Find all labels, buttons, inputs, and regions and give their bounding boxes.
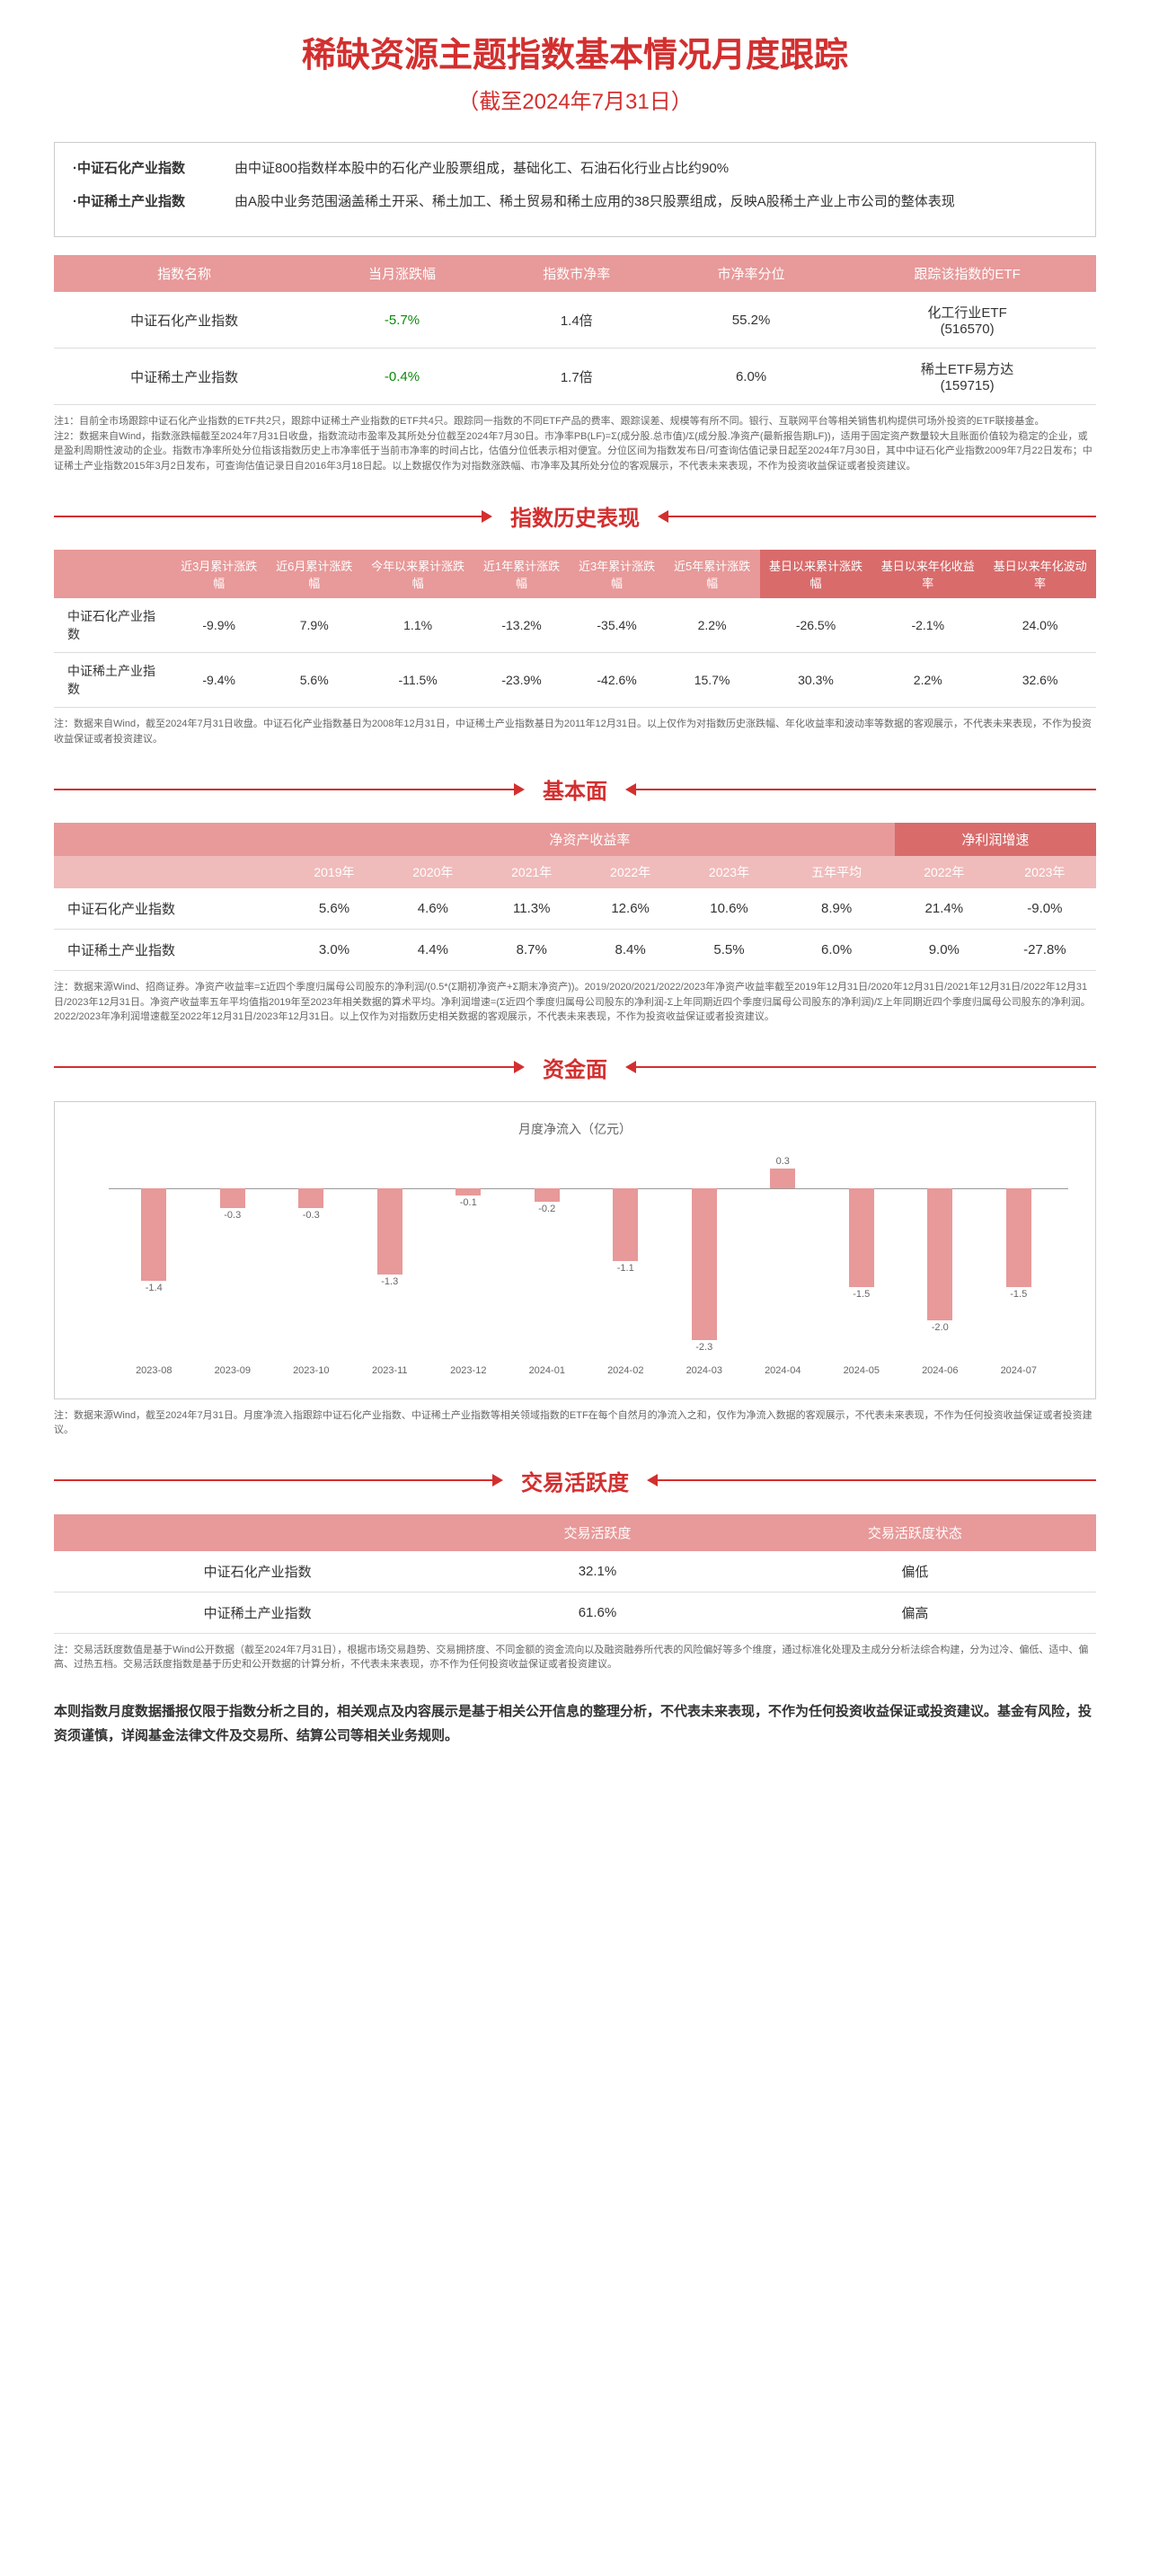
table-group-header <box>54 823 285 856</box>
fundamental-table: 净资产收益率净利润增速2019年2020年2021年2022年2023年五年平均… <box>54 823 1096 971</box>
table-header: 2022年 <box>581 856 680 888</box>
table-header: 2023年 <box>680 856 779 888</box>
x-axis-label: 2024-02 <box>598 1365 652 1376</box>
performance-note: 注：数据来自Wind，截至2024年7月31日收盘。中证石化产业指数基日为200… <box>54 717 1096 746</box>
table-header: 2019年 <box>285 856 384 888</box>
chart-bar <box>377 1188 402 1274</box>
x-axis-label: 2023-10 <box>284 1365 338 1376</box>
intro-text: 由中证800指数样本股中的石化产业股票组成，基础化工、石油石化行业占比约90% <box>234 156 1077 181</box>
x-axis-label: 2024-03 <box>677 1365 731 1376</box>
intro-text: 由A股中业务范围涵盖稀土开采、稀土加工、稀土贸易和稀土应用的38只股票组成，反映… <box>234 190 1077 214</box>
bar-value-label: -0.3 <box>215 1210 251 1221</box>
table-header: 跟踪该指数的ETF <box>838 255 1096 292</box>
capital-chart: 月度净流入（亿元） -1.42023-08-0.32023-09-0.32023… <box>54 1101 1096 1399</box>
disclaimer: 本则指数月度数据播报仅限于指数分析之目的，相关观点及内容展示是基于相关公开信息的… <box>54 1699 1096 1748</box>
intro-label: ·中证石化产业指数 <box>73 156 234 181</box>
section-header-performance: 指数历史表现 <box>54 500 1096 532</box>
chart-bar <box>1006 1188 1031 1287</box>
section-header-capital: 资金面 <box>54 1052 1096 1083</box>
x-axis-label: 2024-06 <box>913 1365 967 1376</box>
table-header <box>54 550 172 598</box>
x-axis-label: 2023-12 <box>441 1365 495 1376</box>
main-title: 稀缺资源主题指数基本情况月度跟踪 <box>54 27 1096 76</box>
table-header: 五年平均 <box>778 856 894 888</box>
performance-table: 近3月累计涨跌幅近6月累计涨跌幅今年以来累计涨跌幅近1年累计涨跌幅近3年累计涨跌… <box>54 550 1096 708</box>
table-header: 当月涨跌幅 <box>314 255 489 292</box>
bar-value-label: -1.5 <box>844 1289 880 1300</box>
table-header: 近5年累计涨跌幅 <box>665 550 760 598</box>
chart-bar <box>456 1188 481 1195</box>
table-row: 中证石化产业指数32.1%偏低 <box>54 1551 1096 1592</box>
table-header: 基日以来累计涨跌幅 <box>760 550 872 598</box>
table-header: 市净率分位 <box>664 255 838 292</box>
zero-line <box>109 1188 1068 1189</box>
chart-bar <box>849 1188 874 1287</box>
bar-value-label: 0.3 <box>765 1156 801 1167</box>
x-axis-label: 2024-04 <box>756 1365 809 1376</box>
bar-value-label: -0.3 <box>293 1210 329 1221</box>
fundamental-note: 注：数据来源Wind、招商证券。净资产收益率=Σ近四个季度归属母公司股东的净利润… <box>54 980 1096 1025</box>
bar-value-label: -1.3 <box>372 1276 408 1287</box>
chart-bar <box>613 1188 638 1261</box>
activity-table: 交易活跃度交易活跃度状态中证石化产业指数32.1%偏低中证稀土产业指数61.6%… <box>54 1514 1096 1634</box>
table-row: 中证石化产业指数5.6%4.6%11.3%12.6%10.6%8.9%21.4%… <box>54 888 1096 930</box>
chart-bar <box>298 1188 323 1208</box>
table-header: 交易活跃度 <box>461 1514 733 1551</box>
chart-bar <box>770 1169 795 1188</box>
table-row: 中证石化产业指数-5.7%1.4倍55.2%化工行业ETF (516570) <box>54 292 1096 348</box>
table-header: 指数市净率 <box>490 255 664 292</box>
overview-table: 指数名称当月涨跌幅指数市净率市净率分位跟踪该指数的ETF中证石化产业指数-5.7… <box>54 255 1096 405</box>
table-header: 2023年 <box>994 856 1096 888</box>
table-header: 2022年 <box>895 856 994 888</box>
chart-bar <box>220 1188 245 1208</box>
table-header <box>54 1514 461 1551</box>
intro-label: ·中证稀土产业指数 <box>73 190 234 214</box>
x-axis-label: 2024-01 <box>520 1365 574 1376</box>
table-header: 交易活跃度状态 <box>734 1514 1096 1551</box>
intro-box: ·中证石化产业指数由中证800指数样本股中的石化产业股票组成，基础化工、石油石化… <box>54 142 1096 237</box>
bar-value-label: -0.1 <box>450 1197 486 1208</box>
bar-value-label: -1.5 <box>1001 1289 1037 1300</box>
table-row: 中证稀土产业指数3.0%4.4%8.7%8.4%5.5%6.0%9.0%-27.… <box>54 930 1096 971</box>
x-axis-label: 2023-08 <box>127 1365 181 1376</box>
chart-bar <box>927 1188 952 1320</box>
table-header: 2020年 <box>384 856 482 888</box>
table-header: 基日以来年化波动率 <box>984 550 1096 598</box>
table-header: 近3年累计涨跌幅 <box>570 550 665 598</box>
chart-bar <box>535 1188 560 1202</box>
table-header: 指数名称 <box>54 255 314 292</box>
sub-title: （截至2024年7月31日） <box>54 84 1096 115</box>
chart-bar <box>141 1188 166 1281</box>
section-header-activity: 交易活跃度 <box>54 1465 1096 1496</box>
table-group-header: 净资产收益率 <box>285 823 895 856</box>
table-header: 基日以来年化收益率 <box>871 550 984 598</box>
capital-note: 注：数据来源Wind，截至2024年7月31日。月度净流入指跟踪中证石化产业指数… <box>54 1408 1096 1438</box>
x-axis-label: 2024-05 <box>835 1365 889 1376</box>
x-axis-label: 2023-09 <box>206 1365 260 1376</box>
table-row: 中证稀土产业指数61.6%偏高 <box>54 1592 1096 1633</box>
x-axis-label: 2023-11 <box>363 1365 417 1376</box>
bar-value-label: -2.0 <box>922 1322 958 1333</box>
table-header: 近3月累计涨跌幅 <box>172 550 267 598</box>
chart-bar <box>692 1188 717 1340</box>
bar-value-label: -1.4 <box>136 1283 172 1293</box>
table-header: 2021年 <box>482 856 581 888</box>
table-group-header: 净利润增速 <box>895 823 1096 856</box>
x-axis-label: 2024-07 <box>992 1365 1046 1376</box>
table-row: 中证稀土产业指数-9.4%5.6%-11.5%-23.9%-42.6%15.7%… <box>54 653 1096 708</box>
section-header-fundamental: 基本面 <box>54 773 1096 805</box>
bar-value-label: -2.3 <box>686 1342 722 1353</box>
bar-value-label: -1.1 <box>607 1263 643 1274</box>
overview-note: 注1：目前全市场跟踪中证石化产业指数的ETF共2只，跟踪中证稀土产业指数的ETF… <box>54 414 1096 473</box>
table-header <box>54 856 285 888</box>
activity-note: 注：交易活跃度数值是基于Wind公开数据（截至2024年7月31日），根据市场交… <box>54 1643 1096 1672</box>
table-header: 近6月累计涨跌幅 <box>267 550 362 598</box>
bar-value-label: -0.2 <box>529 1204 565 1214</box>
table-row: 中证石化产业指数-9.9%7.9%1.1%-13.2%-35.4%2.2%-26… <box>54 598 1096 653</box>
table-header: 今年以来累计涨跌幅 <box>362 550 474 598</box>
table-header: 近1年累计涨跌幅 <box>473 550 569 598</box>
table-row: 中证稀土产业指数-0.4%1.7倍6.0%稀土ETF易方达 (159715) <box>54 348 1096 405</box>
